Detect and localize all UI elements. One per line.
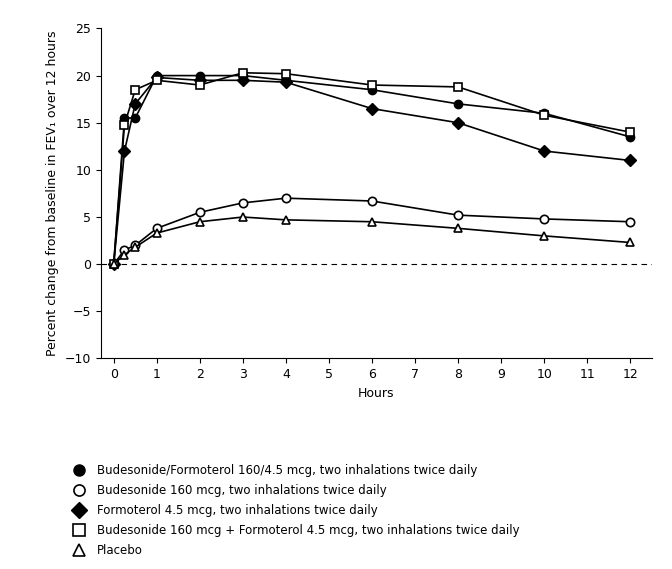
Legend: Budesonide/Formoterol 160/4.5 mcg, two inhalations twice daily, Budesonide 160 m: Budesonide/Formoterol 160/4.5 mcg, two i…: [73, 464, 519, 558]
Y-axis label: Percent change from baseline in FEV₁ over 12 hours: Percent change from baseline in FEV₁ ove…: [46, 31, 59, 356]
X-axis label: Hours: Hours: [358, 387, 394, 400]
